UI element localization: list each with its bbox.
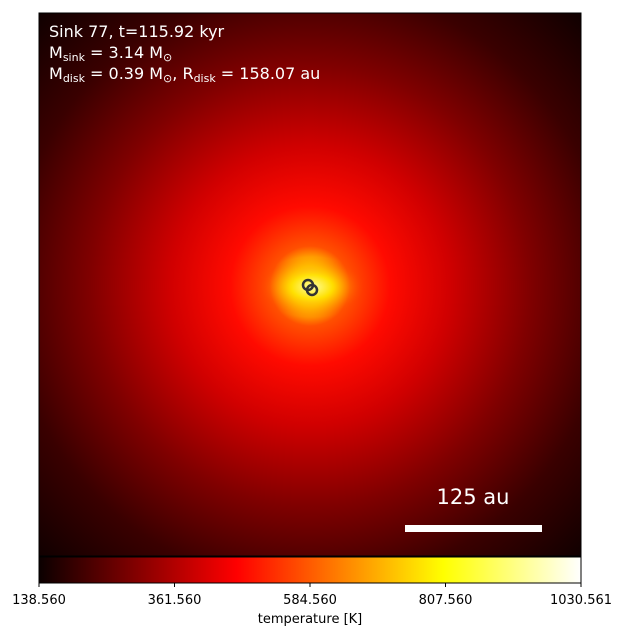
annotation-part: ⊙: [163, 51, 172, 64]
annotation: Mdisk = 0.39 M⊙, Rdisk = 158.07 au: [49, 64, 320, 85]
colorbar-tick-label: 584.560: [283, 593, 337, 608]
annotation-part: ⊙: [163, 72, 172, 85]
annotation-part: , R: [172, 64, 193, 83]
colorbar-tick-label: 1030.561: [550, 593, 612, 608]
annotation-part: disk: [63, 72, 86, 85]
colorbar-ticks: 138.560 361.560 584.560 807.560 1030.561: [12, 583, 612, 608]
annotation-part: sink: [63, 51, 86, 64]
colorbar: [38, 556, 582, 584]
colorbar-tick-label: 807.560: [419, 593, 473, 608]
annotation-part: Sink 77, t=115.92 kyr: [49, 22, 225, 41]
annotation-part: = 158.07 au: [216, 64, 321, 83]
annotation-part: M: [49, 64, 63, 83]
scalebar-label: 125 au: [437, 485, 510, 509]
annotation-part: = 3.14 M: [85, 43, 163, 62]
annotation-part: disk: [194, 72, 217, 85]
annotation-part: = 0.39 M: [85, 64, 163, 83]
sink-marker: [305, 283, 319, 297]
annotation: Sink 77, t=115.92 kyr: [49, 22, 225, 41]
map-frame: [38, 12, 582, 557]
scalebar: [405, 525, 542, 532]
colorbar-label: temperature [K]: [258, 612, 363, 627]
colorbar-tick-label: 361.560: [148, 593, 202, 608]
annotation: Msink = 3.14 M⊙: [49, 43, 172, 64]
annotation-part: M: [49, 43, 63, 62]
colorbar-tick-label: 138.560: [12, 593, 66, 608]
